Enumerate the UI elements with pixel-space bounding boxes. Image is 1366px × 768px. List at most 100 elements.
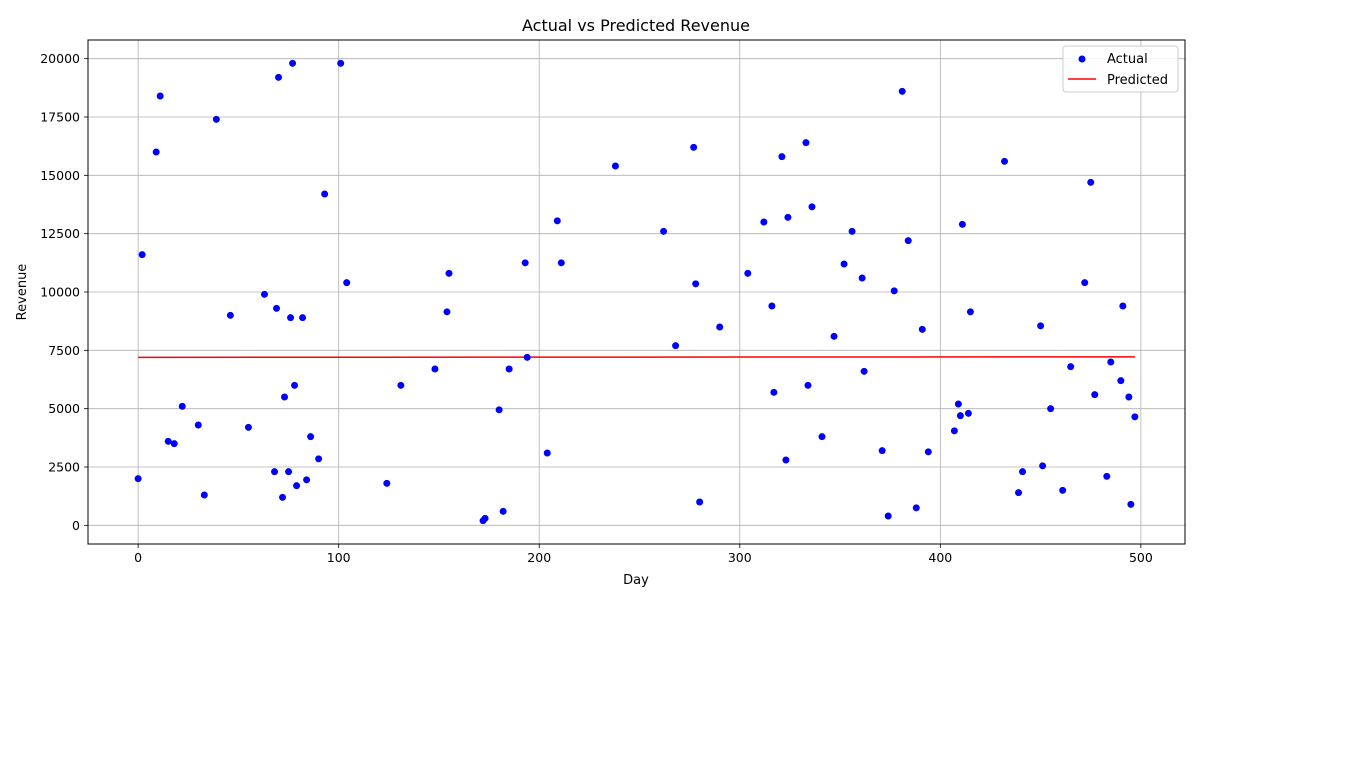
data-point-actual	[696, 498, 704, 506]
y-tick-label: 20000	[40, 51, 80, 66]
data-point-actual	[279, 493, 287, 501]
data-point-actual	[337, 59, 345, 67]
data-point-actual	[244, 423, 252, 431]
data-point-actual	[848, 227, 856, 235]
legend-box	[1062, 45, 1179, 93]
data-point-actual	[1125, 393, 1133, 401]
data-point-actual	[1127, 500, 1135, 508]
data-point-actual	[1001, 157, 1009, 165]
x-tick-label: 400	[928, 550, 952, 565]
data-point-actual	[194, 421, 202, 429]
grid-lines	[88, 40, 1185, 544]
data-point-actual	[299, 314, 307, 322]
data-point-actual	[950, 427, 958, 435]
data-point-actual	[830, 332, 838, 340]
data-point-actual	[495, 406, 503, 414]
actual-series	[134, 59, 1139, 525]
y-tick-label: 0	[72, 518, 80, 533]
chart-title: Actual vs Predicted Revenue	[522, 16, 750, 35]
data-point-actual	[770, 388, 778, 396]
data-point-actual	[878, 447, 886, 455]
data-point-actual	[768, 302, 776, 310]
data-point-actual	[904, 237, 912, 245]
data-point-actual	[445, 269, 453, 277]
y-tick-label: 10000	[40, 285, 80, 300]
data-point-actual	[431, 365, 439, 373]
data-point-actual	[784, 213, 792, 221]
data-point-actual	[291, 381, 299, 389]
data-point-actual	[660, 227, 668, 235]
y-tick-label: 2500	[48, 460, 80, 475]
data-point-actual	[307, 433, 315, 441]
y-tick-label: 12500	[40, 226, 80, 241]
data-point-actual	[840, 260, 848, 268]
data-point-actual	[716, 323, 724, 331]
data-point-actual	[443, 308, 451, 316]
x-axis-label: Day	[623, 573, 649, 588]
data-point-actual	[1067, 363, 1075, 371]
y-tick-label: 7500	[48, 343, 80, 358]
data-point-actual	[397, 381, 405, 389]
data-point-actual	[808, 203, 816, 211]
data-point-actual	[1119, 302, 1127, 310]
data-point-actual	[918, 325, 926, 333]
y-tick-label: 17500	[40, 110, 80, 125]
data-point-actual	[289, 59, 297, 67]
x-tick-label: 0	[134, 550, 142, 565]
data-point-actual	[170, 440, 178, 448]
data-point-actual	[860, 367, 868, 375]
data-point-actual	[1103, 472, 1111, 480]
data-point-actual	[212, 115, 220, 123]
data-point-actual	[200, 491, 208, 499]
x-tick-label: 200	[527, 550, 551, 565]
y-axis-ticks: 0 2500 5000 7500 10000 12500 15000 17500 20000	[40, 51, 88, 533]
data-point-actual	[553, 217, 561, 225]
data-point-actual	[1047, 405, 1055, 413]
data-point-actual	[285, 468, 293, 476]
data-point-actual	[966, 308, 974, 316]
data-point-actual	[260, 290, 268, 298]
data-point-actual	[692, 280, 700, 288]
data-point-actual	[1107, 358, 1115, 366]
data-point-actual	[884, 512, 892, 520]
data-point-actual	[1037, 322, 1045, 330]
data-point-actual	[956, 412, 964, 420]
legend-label-actual: Actual	[1107, 52, 1148, 67]
data-point-actual	[611, 162, 619, 170]
data-point-actual	[1131, 413, 1139, 421]
data-point-actual	[690, 143, 698, 151]
x-tick-label: 300	[728, 550, 752, 565]
legend-label-predicted: Predicted	[1107, 73, 1168, 88]
data-point-actual	[782, 456, 790, 464]
data-point-actual	[744, 269, 752, 277]
legend-marker-actual	[1078, 55, 1086, 63]
data-point-actual	[1059, 486, 1067, 494]
data-point-actual	[1117, 377, 1125, 385]
data-point-actual	[804, 381, 812, 389]
data-point-actual	[273, 304, 281, 312]
data-point-actual	[275, 73, 283, 81]
data-point-actual	[271, 468, 279, 476]
data-point-actual	[858, 274, 866, 282]
data-point-actual	[156, 92, 164, 100]
data-point-actual	[964, 409, 972, 417]
data-point-actual	[890, 287, 898, 295]
data-point-actual	[287, 314, 295, 322]
data-point-actual	[164, 437, 172, 445]
data-point-actual	[778, 153, 786, 161]
x-tick-label: 500	[1129, 550, 1153, 565]
data-point-actual	[818, 433, 826, 441]
data-point-actual	[1015, 489, 1023, 497]
data-point-actual	[672, 342, 680, 350]
y-tick-label: 5000	[48, 401, 80, 416]
data-point-actual	[760, 218, 768, 226]
data-point-actual	[138, 251, 146, 259]
data-point-actual	[954, 400, 962, 408]
data-point-actual	[178, 402, 186, 410]
legend: Actual Predicted	[1062, 45, 1179, 93]
data-point-actual	[1087, 178, 1095, 186]
data-point-actual	[152, 148, 160, 156]
data-point-actual	[1091, 391, 1099, 399]
data-point-actual	[293, 482, 301, 490]
